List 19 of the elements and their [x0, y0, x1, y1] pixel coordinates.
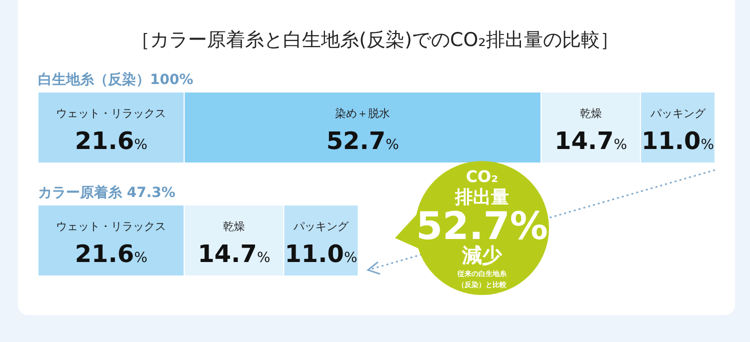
- data-label: 52.7%: [326, 127, 399, 155]
- series-label: ウェット・リラックス: [56, 107, 166, 120]
- series-label: 染め＋脱水: [335, 107, 390, 120]
- annotation: CO₂: [466, 167, 498, 186]
- data-label: 21.6%: [74, 127, 148, 155]
- y-tick-label: カラー原着糸 47.3%: [38, 184, 176, 201]
- annotation: 排出量: [454, 187, 509, 208]
- data-label: 14.7%: [554, 127, 628, 155]
- text: 乾燥: [222, 220, 245, 233]
- chart-title: ［カラー原着糸と白生地糸(反染)でのCO₂排出量の比較］: [131, 29, 619, 51]
- data-label: 11.0%: [642, 127, 714, 155]
- text: パッキング: [293, 220, 348, 233]
- y-tick-label: 白生地糸（反染）100%: [38, 71, 194, 88]
- text: ウェット・リラックス: [56, 220, 166, 233]
- series-label: 乾燥: [580, 107, 602, 120]
- data-label: 14.7%: [198, 240, 270, 268]
- data-label: 21.6%: [74, 240, 148, 268]
- series-label: パッキング: [649, 107, 706, 120]
- data-label: 11.0%: [284, 240, 358, 268]
